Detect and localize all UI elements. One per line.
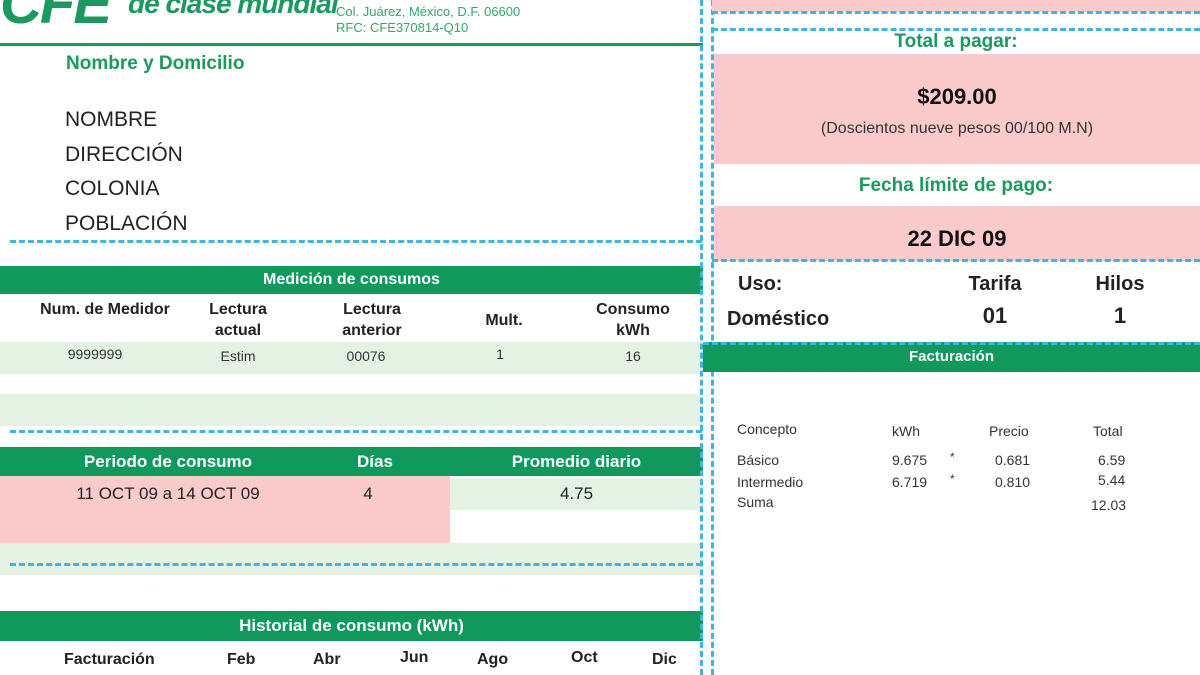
col-medidor: Num. de Medidor	[40, 301, 170, 318]
hist-col-ago: Ago	[477, 651, 509, 668]
dashed-divider	[703, 342, 1200, 345]
medidor-value: 9999999	[67, 346, 123, 362]
slogan: de clase mundial	[128, 0, 339, 19]
fact-kwh-intermedio: 6.719	[892, 474, 928, 490]
top-pink-strip	[712, 0, 1200, 12]
hist-col-dic: Dic	[652, 651, 677, 668]
consumo-value: 16	[625, 348, 641, 364]
header-divider	[0, 43, 703, 46]
hist-col-facturacion: Facturación	[64, 651, 155, 668]
medicion-header-bar: Medición de consumos	[0, 266, 703, 294]
fact-precio-intermedio: 0.810	[995, 474, 1031, 490]
facturacion-title: Facturación	[908, 348, 995, 365]
total-box	[714, 54, 1200, 164]
company-address: Col. Juárez, México, D.F. 06600 RFC: CFE…	[336, 4, 520, 36]
lectura-anterior-value: 00076	[346, 348, 386, 364]
lectura-actual-value: Estim	[220, 348, 256, 364]
fact-total-intermedio: 5.44	[1098, 472, 1126, 488]
dashed-divider	[10, 430, 702, 433]
fact-col-total: Total	[1093, 423, 1123, 439]
tarifa-label: Tarifa	[968, 273, 1022, 295]
hilos-label: Hilos	[1095, 273, 1145, 295]
fact-precio-basico: 0.681	[995, 452, 1031, 468]
total-label: Total a pagar:	[894, 31, 1018, 52]
fact-mark-intermedio: *	[950, 472, 955, 486]
dashed-divider	[712, 259, 1200, 262]
col-consumo: Consumo kWh	[596, 301, 670, 339]
fact-col-concepto: Concepto	[737, 421, 797, 437]
historial-header-bar: Historial de consumo (kWh)	[0, 611, 703, 641]
periodo-header-bar	[0, 447, 703, 476]
dias-label: Días	[357, 452, 393, 471]
dashed-divider	[10, 563, 702, 566]
total-amount-words: (Doscientos nueve pesos 00/100 M.N)	[820, 120, 1094, 137]
customer-city: POBLACIÓN	[65, 211, 188, 235]
hist-col-jun: Jun	[400, 649, 429, 666]
periodo-values-bg	[0, 476, 450, 543]
customer-name: NOMBRE	[65, 108, 158, 131]
periodo-label: Periodo de consumo	[83, 452, 253, 471]
periodo-row-empty	[0, 543, 703, 575]
hist-col-abr: Abr	[313, 651, 341, 668]
col-mult: Mult.	[485, 312, 523, 329]
address-line: Col. Juárez, México, D.F. 06600	[336, 4, 521, 19]
dashed-column-divider	[711, 0, 714, 675]
historial-title: Historial de consumo (kWh)	[239, 616, 464, 635]
hist-col-feb: Feb	[227, 651, 256, 668]
fact-col-kwh: kWh	[892, 423, 920, 439]
col-lectura-anterior: Lectura anterior	[342, 301, 402, 339]
dashed-divider	[712, 11, 1200, 14]
due-date-label: Fecha límite de pago:	[858, 175, 1054, 196]
fact-kwh-basico: 9.675	[892, 452, 928, 468]
dashed-divider	[712, 28, 1200, 31]
medicion-row	[0, 342, 703, 374]
dashed-column-divider	[700, 0, 703, 675]
customer-address: DIRECCIÓN	[65, 142, 183, 166]
customer-lines: NOMBRE DIRECCIÓN COLONIA POBLACIÓN	[65, 103, 188, 241]
rfc-line: RFC: CFE370814-Q10	[336, 20, 469, 35]
fact-suma-total: 12.03	[1091, 497, 1127, 513]
customer-section-title: Nombre y Domicilio	[66, 53, 245, 74]
medicion-row-empty	[0, 394, 703, 426]
periodo-value: 11 OCT 09 a 14 OCT 09	[76, 484, 260, 503]
facturacion-header-bar: Facturación	[703, 342, 1200, 372]
dashed-divider	[10, 240, 702, 243]
fact-mark-basico: *	[950, 450, 955, 464]
dias-value: 4	[363, 484, 373, 503]
cfe-logo: CFE	[0, 0, 112, 36]
promedio-value-bg	[450, 478, 703, 510]
promedio-label: Promedio diario	[511, 452, 642, 471]
medicion-title: Medición de consumos	[263, 271, 440, 288]
col-lectura-actual: Lectura actual	[209, 301, 267, 339]
fact-col-precio: Precio	[989, 423, 1029, 439]
fact-suma-label: Suma	[737, 494, 774, 510]
fact-total-basico: 6.59	[1098, 452, 1126, 468]
fact-concepto-intermedio: Intermedio	[737, 474, 804, 490]
hilos-value: 1	[1113, 303, 1127, 328]
due-date-box	[714, 206, 1200, 261]
fact-concepto-basico: Básico	[737, 452, 780, 468]
total-amount: $209.00	[917, 84, 997, 109]
due-date-value: 22 DIC 09	[907, 226, 1007, 251]
mult-value: 1	[496, 346, 504, 362]
hist-col-oct: Oct	[571, 649, 598, 666]
uso-value: Doméstico	[727, 308, 830, 330]
uso-label: Uso:	[738, 273, 783, 295]
tarifa-value: 01	[982, 303, 1008, 328]
promedio-value: 4.75	[559, 484, 594, 503]
customer-colonia: COLONIA	[65, 177, 160, 200]
